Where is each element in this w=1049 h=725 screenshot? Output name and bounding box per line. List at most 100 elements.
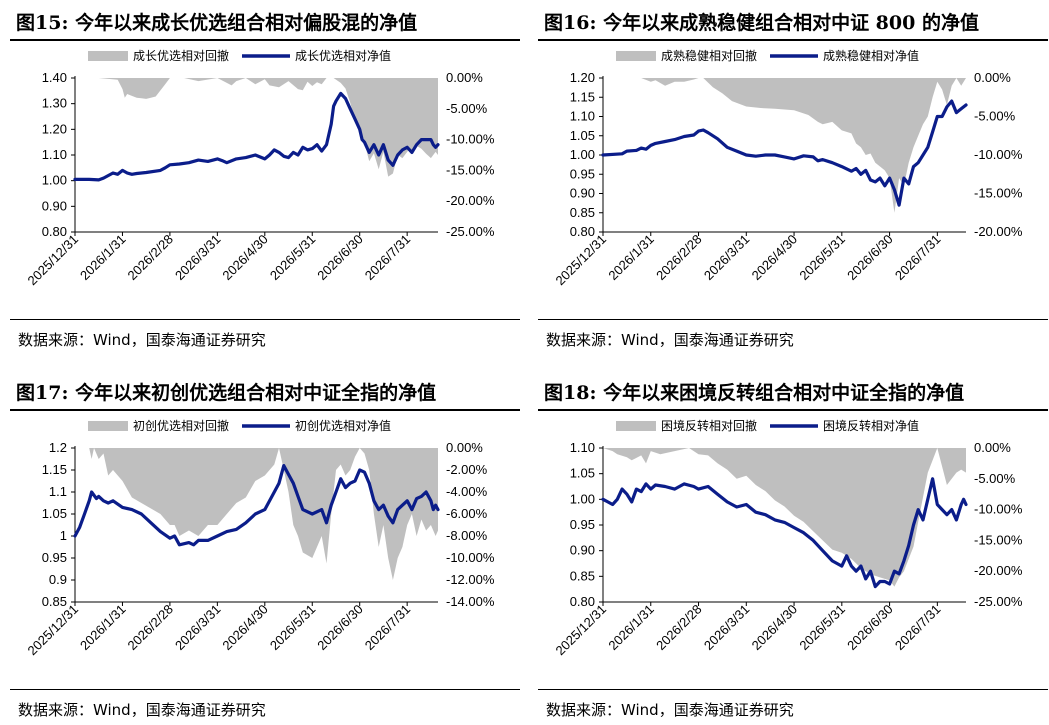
x-tick-label: 2026/5/31 bbox=[267, 232, 319, 284]
right-tick-label: -8.00% bbox=[446, 528, 488, 543]
drawdown-area bbox=[603, 78, 966, 213]
left-tick-label: 1.20 bbox=[570, 70, 595, 85]
left-tick-label: 0.90 bbox=[42, 198, 67, 213]
right-tick-label: -5.00% bbox=[446, 101, 488, 116]
right-tick-label: -15.00% bbox=[446, 162, 495, 177]
legend-swatch-area bbox=[616, 51, 656, 61]
right-tick-label: -5.00% bbox=[974, 471, 1016, 486]
figure-title: 图18: 今年以来困境反转组合相对中证全指的净值 bbox=[544, 382, 965, 404]
left-tick-label: 1.05 bbox=[570, 466, 595, 481]
right-tick-label: -14.00% bbox=[446, 594, 495, 609]
figure-18: 图18: 今年以来困境反转组合相对中证全指的净值 1.10 1.05 1.00 0.9… bbox=[538, 370, 1048, 725]
x-tick-label: 2026/5/31 bbox=[267, 602, 319, 654]
x-tick-label: 2025/12/31 bbox=[552, 232, 609, 289]
figure-title: 图15: 今年以来成长优选组合相对偏股混的净值 bbox=[16, 12, 418, 34]
right-tick-label: -10.00% bbox=[446, 550, 495, 565]
x-tick-label: 2026/1/31 bbox=[77, 232, 129, 284]
x-tick-label: 2026/5/31 bbox=[796, 602, 848, 654]
legend: 成长优选相对回撤 成长优选相对净值 bbox=[88, 48, 391, 63]
title-rule bbox=[538, 409, 1048, 411]
x-tick-label: 2026/6/30 bbox=[844, 602, 896, 654]
right-tick-label: 0.00% bbox=[974, 70, 1011, 85]
x-tick-label: 2026/6/30 bbox=[844, 232, 896, 284]
left-tick-label: 1.10 bbox=[42, 147, 67, 162]
source-rule bbox=[538, 689, 1048, 690]
x-tick-label: 2026/2/28 bbox=[653, 602, 705, 654]
left-tick-label: 0.95 bbox=[570, 517, 595, 532]
net-value-line bbox=[73, 91, 440, 182]
net-value-line bbox=[601, 99, 968, 207]
x-tick-label: 2026/3/31 bbox=[701, 602, 753, 654]
left-tick-label: 0.90 bbox=[570, 186, 595, 201]
right-tick-label: -5.00% bbox=[974, 109, 1016, 124]
source-rule bbox=[538, 319, 1048, 320]
x-tick-label: 2026/2/28 bbox=[125, 602, 177, 654]
right-tick-label: -10.00% bbox=[446, 132, 495, 147]
x-tick-label: 2026/7/31 bbox=[892, 232, 944, 284]
legend-label: 成长优选相对回撤 bbox=[133, 48, 229, 63]
drawdown-area bbox=[603, 448, 966, 587]
x-tick-label: 2026/1/31 bbox=[605, 232, 657, 284]
x-tick-label: 2026/6/30 bbox=[314, 232, 366, 284]
left-tick-label: 1 bbox=[60, 528, 67, 543]
x-tick-label: 2026/7/31 bbox=[362, 602, 414, 654]
legend-swatch-area bbox=[616, 421, 656, 431]
left-tick-label: 0.90 bbox=[570, 543, 595, 558]
legend-label: 成熟稳健相对净值 bbox=[823, 48, 919, 63]
figure-16: 图16: 今年以来成熟稳健组合相对中证 800 的净值 1.20 1.15 1.10… bbox=[538, 0, 1048, 355]
left-tick-label: 1.05 bbox=[42, 506, 67, 521]
left-tick-label: 1.00 bbox=[570, 491, 595, 506]
left-tick-label: 0.80 bbox=[570, 224, 595, 239]
left-tick-label: 1.15 bbox=[42, 462, 67, 477]
legend-label: 初创优选相对回撤 bbox=[133, 418, 229, 433]
left-tick-label: 0.80 bbox=[570, 594, 595, 609]
title-rule bbox=[538, 39, 1048, 41]
right-tick-label: -15.00% bbox=[974, 186, 1023, 201]
left-tick-label: 1.10 bbox=[570, 440, 595, 455]
legend-swatch-area bbox=[88, 51, 128, 61]
x-tick-label: 2026/3/31 bbox=[172, 602, 224, 654]
figure-title: 图16: 今年以来成熟稳健组合相对中证 800 的净值 bbox=[544, 12, 979, 34]
left-tick-label: 0.85 bbox=[42, 594, 67, 609]
x-tick-label: 2025/12/31 bbox=[552, 602, 609, 659]
right-tick-label: -25.00% bbox=[974, 594, 1023, 609]
legend-swatch-area bbox=[88, 421, 128, 431]
left-tick-label: 1.30 bbox=[42, 96, 67, 111]
left-tick-label: 1.00 bbox=[42, 173, 67, 188]
left-tick-label: 0.9 bbox=[49, 572, 67, 587]
x-tick-label: 2026/4/30 bbox=[749, 232, 801, 284]
left-tick-label: 1.15 bbox=[570, 89, 595, 104]
right-tick-label: 0.00% bbox=[446, 70, 483, 85]
right-tick-label: -20.00% bbox=[446, 193, 495, 208]
x-tick-label: 2026/7/31 bbox=[892, 602, 944, 654]
chart-15: 1.40 1.30 1.20 1.10 1.00 0.90 0.80 0.00% -5.00% -… bbox=[24, 48, 495, 288]
left-tick-label: 0.80 bbox=[42, 224, 67, 239]
x-tick-label: 2026/3/31 bbox=[701, 232, 753, 284]
legend: 成熟稳健相对回撤 成熟稳健相对净值 bbox=[616, 48, 919, 63]
right-tick-label: 0.00% bbox=[446, 440, 483, 455]
x-tick-label: 2026/1/31 bbox=[605, 602, 657, 654]
drawdown-area bbox=[75, 78, 438, 177]
source-rule bbox=[10, 319, 520, 320]
right-tick-label: -20.00% bbox=[974, 224, 1023, 239]
net-value-line bbox=[73, 463, 440, 547]
left-tick-label: 1.20 bbox=[42, 121, 67, 136]
legend-label: 成熟稳健相对回撤 bbox=[661, 48, 757, 63]
title-rule bbox=[10, 39, 520, 41]
legend-label: 成长优选相对净值 bbox=[295, 48, 391, 63]
left-tick-label: 0.85 bbox=[570, 205, 595, 220]
x-tick-label: 2026/1/31 bbox=[77, 602, 129, 654]
left-tick-label: 0.95 bbox=[570, 166, 595, 181]
right-tick-label: -20.00% bbox=[974, 563, 1023, 578]
left-tick-label: 0.95 bbox=[42, 550, 67, 565]
net-value-line bbox=[601, 477, 968, 589]
left-tick-label: 1.05 bbox=[570, 128, 595, 143]
right-tick-label: -10.00% bbox=[974, 147, 1023, 162]
left-tick-label: 1.40 bbox=[42, 70, 67, 85]
left-tick-label: 0.85 bbox=[570, 568, 595, 583]
right-tick-label: -10.00% bbox=[974, 502, 1023, 517]
source-rule bbox=[10, 689, 520, 690]
chart-17: 1.2 1.15 1.1 1.05 1 0.95 0.9 0.85 0.00% -2.00% -4.… bbox=[24, 418, 495, 658]
x-tick-label: 2026/7/31 bbox=[362, 232, 414, 284]
figure-15: 图15: 今年以来成长优选组合相对偏股混的净值 1.40 1.30 1.20 1.10… bbox=[10, 0, 520, 355]
